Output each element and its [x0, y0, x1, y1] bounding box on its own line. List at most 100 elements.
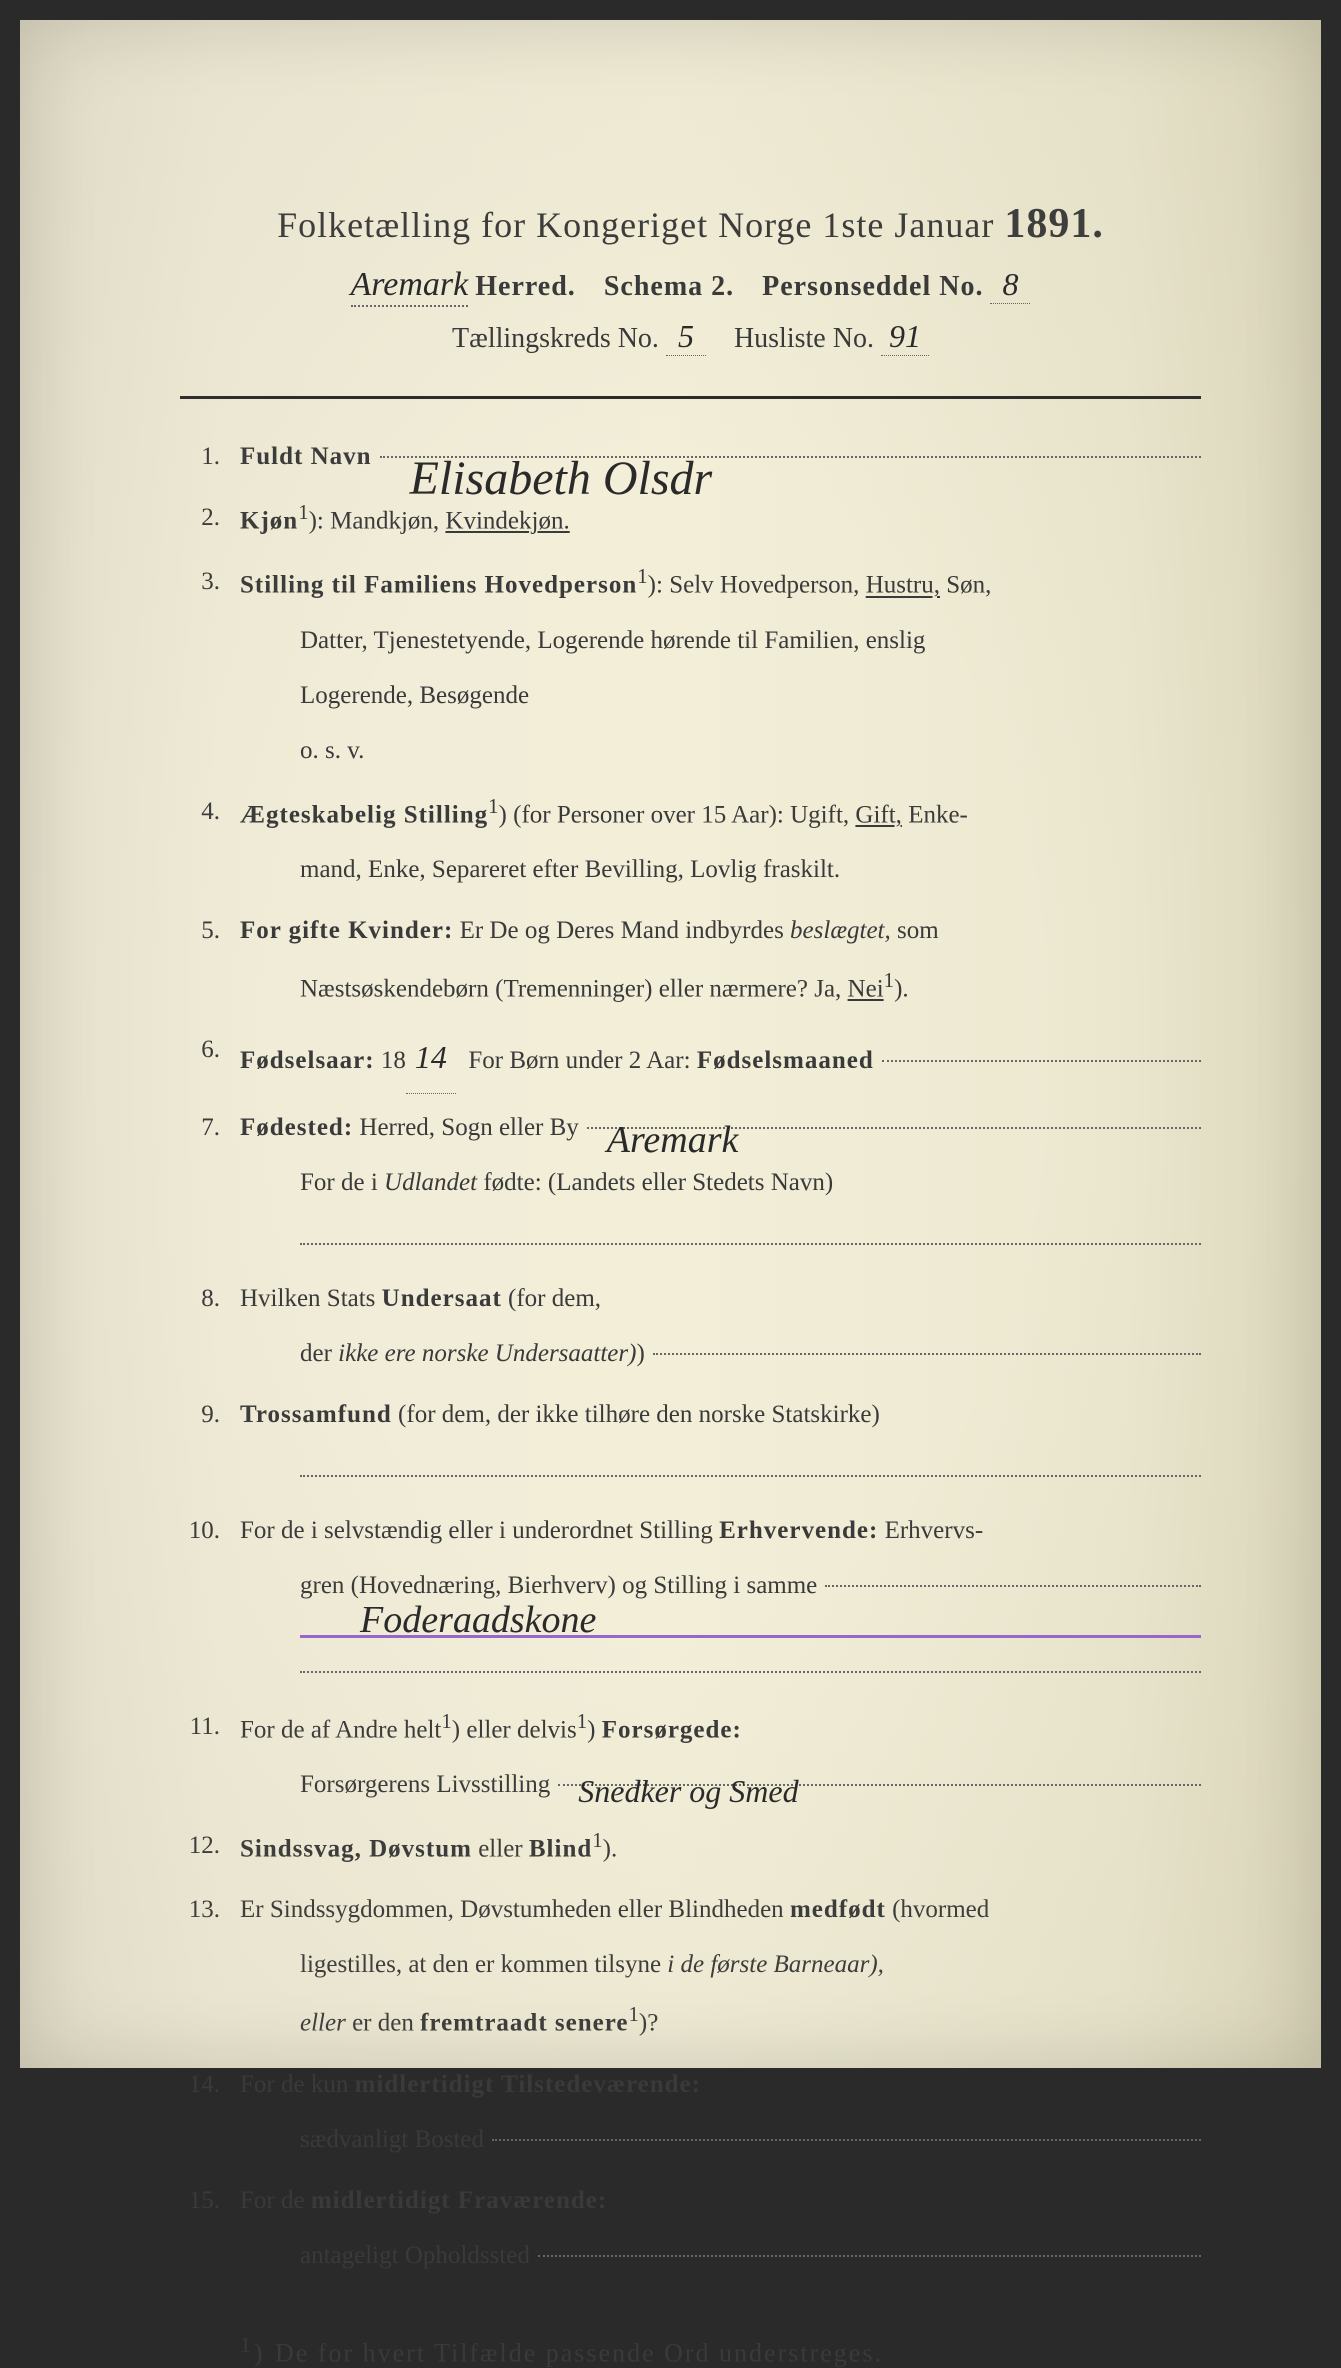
q15-label: midlertidigt Fraværende:	[311, 2187, 607, 2214]
header-divider	[180, 396, 1201, 399]
footnote-text: De for hvert Tilfælde passende Ord under…	[275, 2338, 883, 2367]
q1-content: Fuldt Navn Elisabeth Olsdr	[240, 429, 1201, 484]
q13-sup: 1	[628, 2002, 638, 2026]
q13-row: 13. Er Sindssygdommen, Døvstumheden elle…	[180, 1882, 1201, 2050]
q10-num: 10.	[180, 1503, 240, 1693]
q11-sup2: 1	[577, 1709, 587, 1733]
q8-row: 8. Hvilken Stats Undersaat (for dem, der…	[180, 1271, 1201, 1381]
schema-label: Schema 2.	[604, 271, 734, 302]
q15-row: 15. For de midlertidigt Fraværende: anta…	[180, 2173, 1201, 2283]
q7-value: Aremark	[607, 1099, 739, 1183]
q14-line2: sædvanligt Bosted	[300, 2112, 484, 2167]
q2-sup: 1	[298, 500, 308, 524]
herred-label: Herred.	[475, 271, 576, 302]
q4-num: 4.	[180, 784, 240, 897]
q11-text2: eller delvis	[466, 1716, 576, 1743]
q4-content: Ægteskabelig Stilling1) (for Personer ov…	[240, 784, 1201, 897]
q4-enke: Enke-	[908, 801, 968, 828]
form-header: Folketælling for Kongeriget Norge 1ste J…	[180, 200, 1201, 356]
q9-num: 9.	[180, 1387, 240, 1497]
q5-line2-wrap: Næstsøskendebørn (Tremenninger) eller næ…	[240, 958, 1201, 1016]
q7-value-line: Aremark	[587, 1127, 1201, 1129]
q5-row: 5. For gifte Kvinder: Er De og Deres Man…	[180, 903, 1201, 1016]
q4-sup: 1	[488, 794, 498, 818]
q11-num: 11.	[180, 1699, 240, 1812]
q14-row: 14. For de kun midlertidigt Tilstedevære…	[180, 2057, 1201, 2167]
q13-line2-wrap: ligestilles, at den er kommen tilsyne i …	[240, 1937, 1201, 1992]
q13-text2: (hvormed	[892, 1896, 989, 1923]
q14-text: For de kun	[240, 2071, 348, 2098]
q5-nei: Nei	[848, 975, 884, 1002]
q14-fill	[492, 2139, 1201, 2141]
q7-num: 7.	[180, 1100, 240, 1265]
q12-row: 12. Sindssvag, Døvstum eller Blind1).	[180, 1818, 1201, 1876]
q5-sup: 1	[884, 968, 894, 992]
q12-content: Sindssvag, Døvstum eller Blind1).	[240, 1818, 1201, 1876]
kreds-line: Tællingskreds No. 5 Husliste No. 91	[180, 318, 1201, 356]
q8-content: Hvilken Stats Undersaat (for dem, der ik…	[240, 1271, 1201, 1381]
q4-paren: (for Personer over 15 Aar):	[513, 801, 784, 828]
q14-num: 14.	[180, 2057, 240, 2167]
q6-content: Fødselsaar: 1814 For Børn under 2 Aar: F…	[240, 1022, 1201, 1093]
q15-content: For de midlertidigt Fraværende: antageli…	[240, 2173, 1201, 2283]
q8-line2b: ikke ere norske Undersaatter)	[338, 1326, 636, 1381]
q12-sup: 1	[592, 1828, 602, 1852]
q8-line2-wrap: der ikke ere norske Undersaatter))	[240, 1326, 1201, 1381]
q3-line2: Datter, Tjenestetyende, Logerende hørend…	[240, 613, 1201, 668]
q13-num: 13.	[180, 1882, 240, 2050]
q6-prefix: 18	[381, 1033, 406, 1088]
q15-line2-wrap: antageligt Opholdssted	[240, 2228, 1201, 2283]
q7-line2: For de i	[300, 1169, 378, 1196]
q11-text1: For de af Andre helt	[240, 1716, 441, 1743]
q13-label2: fremtraadt senere	[420, 2010, 628, 2037]
q11-line2-wrap: Forsørgerens Livsstilling Snedker og Sme…	[240, 1757, 1201, 1812]
q8-line2: der	[300, 1326, 332, 1381]
q11-label: Forsørgede:	[602, 1716, 742, 1743]
q5-label: For gifte Kvinder:	[240, 917, 453, 944]
q5-line2: Næstsøskendebørn (Tremenninger) eller næ…	[300, 975, 841, 1002]
q12-text: eller	[478, 1835, 522, 1862]
personseddel-label: Personseddel No.	[762, 271, 983, 302]
q8-fill	[653, 1353, 1201, 1355]
form-body: 1. Fuldt Navn Elisabeth Olsdr 2. Kjøn1):…	[180, 429, 1201, 2283]
q13-content: Er Sindssygdommen, Døvstumheden eller Bl…	[240, 1882, 1201, 2050]
kreds-no: 5	[666, 318, 706, 356]
kreds-label: Tællingskreds No.	[452, 323, 659, 354]
q3-row: 3. Stilling til Familiens Hovedperson1):…	[180, 554, 1201, 777]
q3-opt-hustru: Hustru,	[866, 572, 940, 599]
q10-fill1	[825, 1585, 1201, 1587]
q13-line3-wrap: eller er den fremtraadt senere1)?	[240, 1992, 1201, 2050]
herred-line: Aremark Herred. Schema 2. Personseddel N…	[180, 266, 1201, 304]
q13-line3c: ?	[647, 2010, 658, 2037]
footnote: 1) De for hvert Tilfælde passende Ord un…	[180, 2333, 1201, 2368]
q8-text2: (for dem,	[508, 1285, 601, 1312]
q6-row: 6. Fødselsaar: 1814 For Børn under 2 Aar…	[180, 1022, 1201, 1093]
q11-value: Snedker og Smed	[578, 1756, 798, 1826]
q9-row: 9. Trossamfund (for dem, der ikke tilhør…	[180, 1387, 1201, 1497]
q10-value: Foderaadskone	[360, 1579, 596, 1663]
q10-text2: Erhvervs-	[885, 1517, 984, 1544]
q1-label: Fuldt Navn	[240, 429, 372, 484]
q3-opt-selv: Selv Hovedperson,	[669, 572, 859, 599]
q9-label: Trossamfund	[240, 1401, 392, 1428]
q8-text1: Hvilken Stats	[240, 1285, 375, 1312]
q14-content: For de kun midlertidigt Tilstedeværende:…	[240, 2057, 1201, 2167]
q3-line3: Logerende, Besøgende	[240, 668, 1201, 723]
q10-value-wrap: Foderaadskone	[240, 1613, 1201, 1638]
q1-num: 1.	[180, 429, 240, 484]
q6-fill	[882, 1060, 1201, 1062]
q11-row: 11. For de af Andre helt1) eller delvis1…	[180, 1699, 1201, 1812]
q15-text: For de	[240, 2187, 305, 2214]
q10-row: 10. For de i selvstændig eller i underor…	[180, 1503, 1201, 1693]
q7-label: Fødested:	[240, 1100, 353, 1155]
husliste-no: 91	[881, 318, 929, 356]
q5-text1b: beslægtet,	[790, 917, 891, 944]
q7-blank	[240, 1210, 1201, 1265]
q7-row: 7. Fødested: Herred, Sogn eller By Arema…	[180, 1100, 1201, 1265]
q13-label1: medfødt	[790, 1896, 886, 1923]
q15-fill	[538, 2255, 1201, 2257]
q10-label: Erhvervende:	[719, 1517, 878, 1544]
q6-label2: Fødselsmaaned	[697, 1033, 874, 1088]
q2-label: Kjøn	[240, 507, 298, 534]
q5-text1: Er De og Deres Mand indbyrdes	[460, 917, 784, 944]
